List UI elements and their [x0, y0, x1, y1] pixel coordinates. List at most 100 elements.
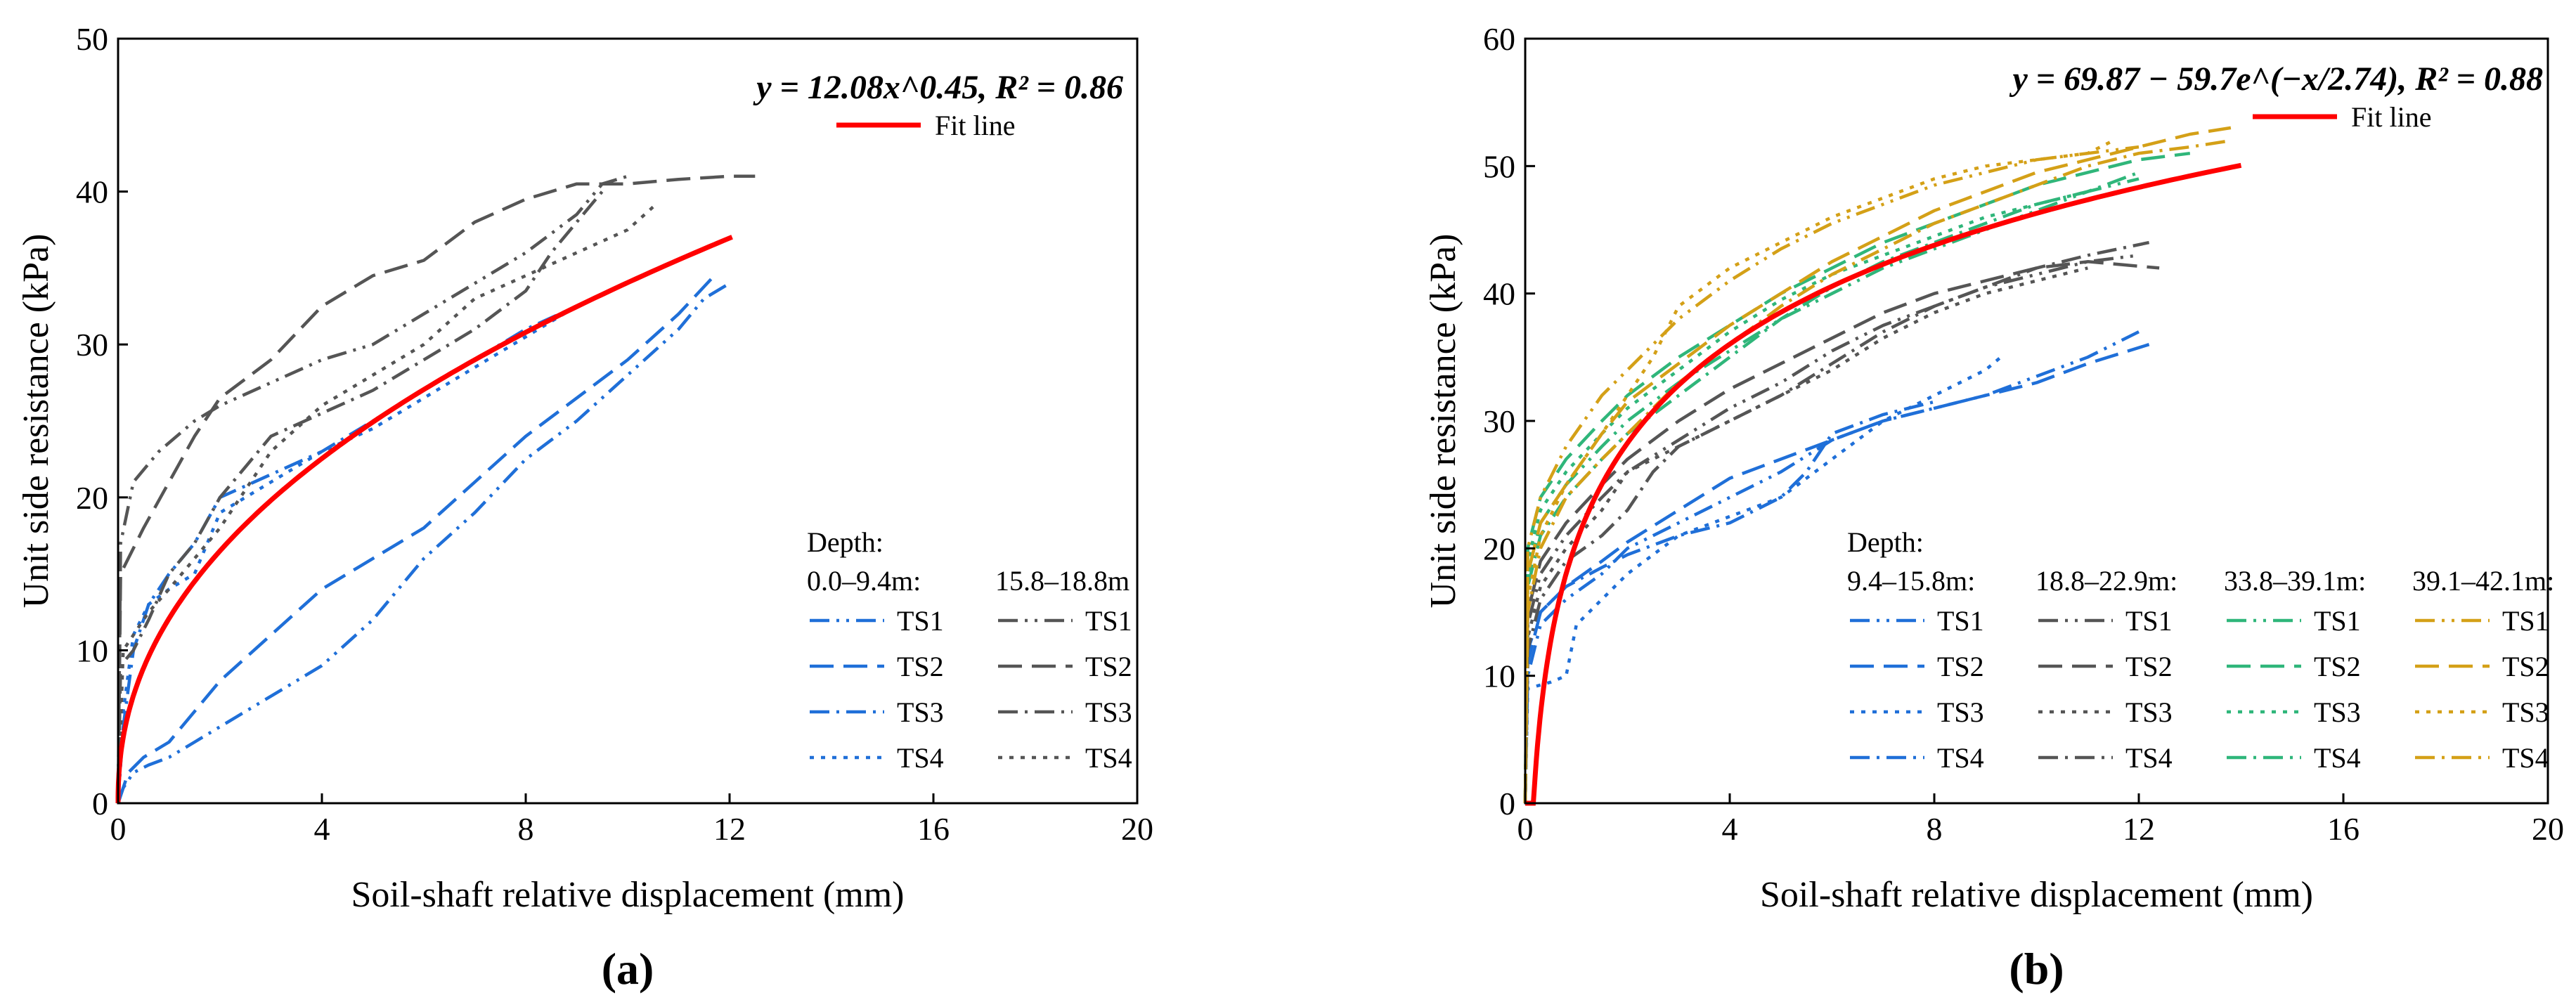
y-tick-label: 40 [1483, 276, 1515, 312]
ticks-layer-a: 0 4 8 12 16 20 0 10 20 30 40 50 [76, 21, 1153, 847]
legend-label: TS2 [2502, 651, 2549, 682]
series-line-b-g1-ts3 [1523, 266, 2088, 804]
series-line-a-g0-ts2 [116, 274, 716, 804]
x-tick-label: 8 [1927, 811, 1943, 847]
series-line-b-g2-ts2 [1523, 151, 2191, 804]
series-line-b-g2-ts3 [1523, 190, 2088, 804]
series-line-b-g3-ts4 [1523, 138, 2232, 804]
legend-a: Depth: 0.0–9.4m: 15.8–18.8m TS1 TS2 TS3 TS4 TS1… [807, 526, 1132, 774]
legend-label: TS2 [1085, 651, 1132, 682]
fit-legend-b: Fit line [2253, 101, 2431, 133]
series-line-b-g1-ts1 [1523, 254, 2140, 804]
x-tick-label: 0 [110, 811, 127, 847]
legend-group-header: 0.0–9.4m: [807, 565, 921, 597]
y-tick-label: 20 [76, 480, 108, 516]
x-tick-label: 20 [2532, 811, 2564, 847]
legend-label: TS4 [2125, 742, 2173, 774]
y-tick-label: 60 [1483, 21, 1515, 57]
y-axis-label-a: Unit side resistance (kPa) [16, 234, 56, 609]
legend-group-header: 18.8–22.9m: [2035, 565, 2177, 597]
panel-label-b: (b) [2009, 944, 2064, 994]
legend-label: TS1 [1085, 605, 1132, 637]
series-line-b-g1-ts2 [1523, 260, 2160, 804]
y-tick-label: 0 [92, 786, 108, 821]
legend-label: TS3 [1937, 696, 1984, 728]
y-tick-label: 50 [76, 21, 108, 57]
y-tick-label: 20 [1483, 531, 1515, 566]
legend-label: TS3 [2314, 696, 2361, 728]
legend-label: TS2 [2125, 651, 2173, 682]
x-tick-label: 20 [1121, 811, 1153, 847]
legend-group-header: 39.1–42.1m: [2412, 565, 2554, 597]
x-axis-label-b: Soil-shaft relative displacement (mm) [1760, 875, 2313, 915]
series-line-a-g1-ts2 [116, 174, 756, 804]
y-tick-label: 10 [1483, 658, 1515, 694]
series-line-a-g1-ts4 [116, 205, 654, 804]
series-line-a-g0-ts1 [116, 282, 731, 804]
chart-panel-b: 0 4 8 12 16 20 0 10 20 30 40 50 60 Soil-shaft relati… [1423, 21, 2564, 994]
chart-panel-a: 0 4 8 12 16 20 0 10 20 30 40 50 Soil-shaft relative… [16, 21, 1153, 994]
y-tick-label: 0 [1499, 786, 1515, 821]
legend-title: Depth: [807, 526, 884, 558]
x-tick-label: 0 [1517, 811, 1534, 847]
series-line-b-g2-ts1 [1523, 177, 2140, 804]
y-tick-label: 30 [76, 327, 108, 363]
legend-label: TS2 [1937, 651, 1984, 682]
fit-legend-a: Fit line [836, 110, 1015, 141]
fit-equation-b: y = 69.87 − 59.7e^(−x/2.74), R² = 0.88 [2009, 60, 2543, 98]
legend-label: TS3 [2125, 696, 2173, 728]
legend-label: TS1 [2314, 605, 2361, 637]
y-tick-label: 50 [1483, 148, 1515, 184]
panel-label-a: (a) [602, 944, 654, 994]
series-layer-b [1523, 126, 2232, 804]
x-tick-label: 4 [314, 811, 330, 847]
legend-group-header: 15.8–18.8m [995, 565, 1130, 597]
x-tick-label: 12 [2123, 811, 2155, 847]
legend-label: TS4 [2502, 742, 2549, 774]
legend-label: TS4 [1937, 742, 1984, 774]
legend-label: TS1 [2125, 605, 2173, 637]
fit-equation-a: y = 12.08x^0.45, R² = 0.86 [753, 69, 1123, 106]
ticks-layer-b: 0 4 8 12 16 20 0 10 20 30 40 50 60 [1483, 21, 2564, 847]
legend-label: TS4 [1085, 742, 1132, 774]
legend-title: Depth: [1847, 526, 1924, 558]
fit-line-a [115, 235, 733, 803]
legend-label: TS2 [2314, 651, 2361, 682]
series-line-a-g0-ts3 [116, 282, 628, 804]
series-line-b-g3-ts3 [1523, 139, 2114, 804]
legend-group-header: 9.4–15.8m: [1847, 565, 1975, 597]
x-tick-label: 12 [713, 811, 746, 847]
fit-legend-label: Fit line [935, 110, 1015, 141]
series-line-a-g0-ts4 [116, 282, 628, 804]
series-line-b-g2-ts4 [1523, 171, 2140, 804]
x-tick-label: 4 [1722, 811, 1738, 847]
series-line-b-g0-ts4 [1523, 400, 1935, 804]
fit-legend-label: Fit line [2351, 101, 2431, 133]
series-line-a-g1-ts3 [116, 190, 604, 804]
legend-group-header: 33.8–39.1m: [2224, 565, 2366, 597]
legend-label: TS3 [1085, 696, 1132, 728]
x-axis-label-a: Soil-shaft relative displacement (mm) [351, 875, 905, 915]
series-line-b-g0-ts1 [1523, 330, 2140, 804]
legend-label: TS3 [2502, 696, 2549, 728]
legend-label: TS1 [897, 605, 944, 637]
legend-label: TS2 [897, 651, 944, 682]
y-tick-label: 40 [76, 174, 108, 210]
fit-line-b [1525, 162, 2242, 806]
legend-label: TS1 [1937, 605, 1984, 637]
legend-label: TS4 [897, 742, 944, 774]
x-tick-label: 16 [2327, 811, 2360, 847]
fit-layer-b [1525, 162, 2242, 806]
legend-label: TS1 [2502, 605, 2549, 637]
legend-label: TS4 [2314, 742, 2361, 774]
fit-layer-a [115, 235, 733, 803]
series-line-a-g1-ts1 [116, 174, 628, 804]
x-tick-label: 16 [917, 811, 950, 847]
y-axis-label-b: Unit side resistance (kPa) [1423, 234, 1463, 609]
x-tick-label: 8 [518, 811, 534, 847]
y-tick-label: 30 [1483, 403, 1515, 439]
legend-label: TS3 [897, 696, 944, 728]
series-line-b-g3-ts1 [1523, 145, 2140, 804]
series-line-b-g1-ts4 [1523, 240, 2150, 804]
